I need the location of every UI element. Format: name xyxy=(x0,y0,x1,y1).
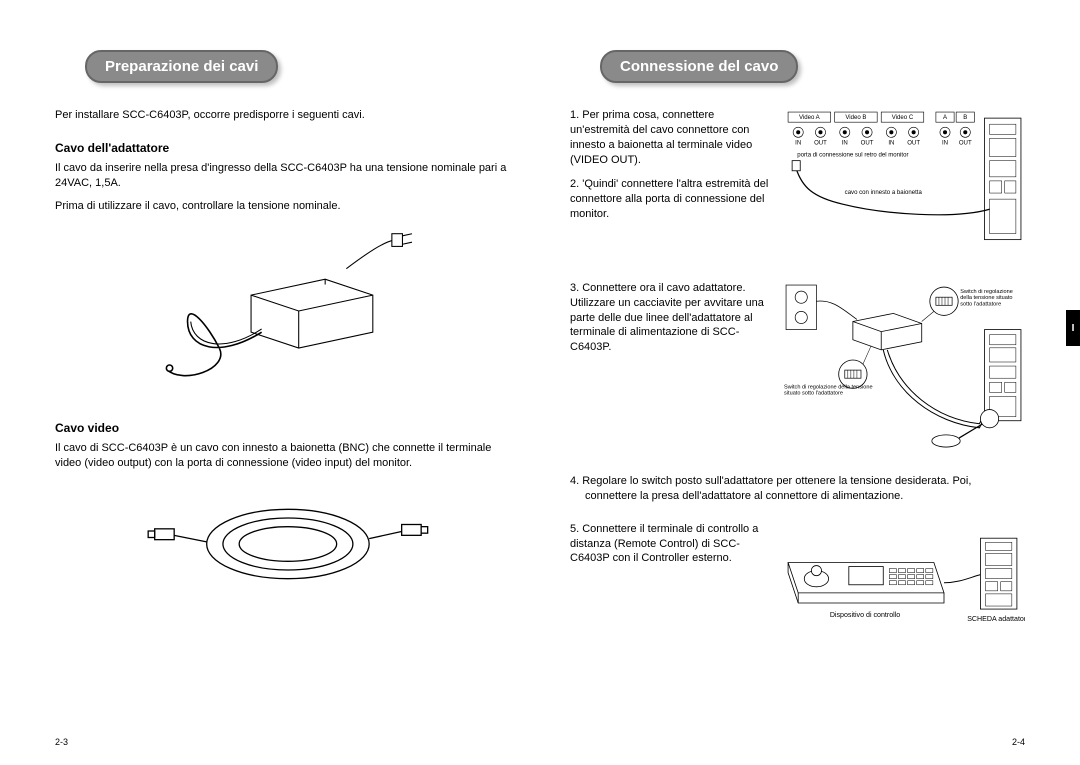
svg-text:Video C: Video C xyxy=(892,115,914,121)
fig-monitor-connection: Video A Video B Video C A B IN OU xyxy=(782,108,1025,265)
subhead-video: Cavo video xyxy=(55,421,510,435)
section-adapter-cable: Cavo dell'adattatore Il cavo da inserire… xyxy=(55,141,510,402)
svg-text:IN: IN xyxy=(942,140,948,146)
side-tab: I xyxy=(1066,310,1080,346)
svg-text:OUT: OUT xyxy=(959,140,972,146)
step-3-text: 3. Connettere ora il cavo adattatore. Ut… xyxy=(570,281,770,458)
svg-text:cavo con innesto a baionetta: cavo con innesto a baionetta xyxy=(845,190,923,196)
svg-text:A: A xyxy=(943,115,948,121)
step-5-row: 5. Connettere il terminale di controllo … xyxy=(570,522,1025,638)
right-title-pill: Connessione del cavo xyxy=(600,50,798,83)
step-1-text: 1. Per prima cosa, connettere un'estremi… xyxy=(570,108,770,167)
adapter-p2: Prima di utilizzare il cavo, controllare… xyxy=(55,199,510,214)
step-3-row: 3. Connettere ora il cavo adattatore. Ut… xyxy=(570,281,1025,458)
step-4-text: 4. Regolare lo switch posto sull'adattat… xyxy=(570,474,1025,504)
bnc-cable-illustration xyxy=(55,479,510,609)
section-video-cable: Cavo video Il cavo di SCC-C6403P è un ca… xyxy=(55,421,510,609)
page-left: Preparazione dei cavi Per installare SCC… xyxy=(0,0,540,765)
fig-controller-connection: Dispositivo di controllo SCHEDA adattato… xyxy=(782,522,1025,638)
svg-text:B: B xyxy=(963,115,967,121)
step-5-text: 5. Connettere il terminale di controllo … xyxy=(570,522,770,638)
svg-text:Video B: Video B xyxy=(845,115,866,121)
page-right: Connessione del cavo 1. Per prima cosa, … xyxy=(540,0,1080,765)
pagenum-left: 2-3 xyxy=(55,737,68,747)
left-intro: Per installare SCC-C6403P, occorre predi… xyxy=(55,108,510,123)
pagenum-right: 2-4 xyxy=(1012,737,1025,747)
video-p1: Il cavo di SCC-C6403P è un cavo con inne… xyxy=(55,441,510,471)
adapter-svg xyxy=(124,221,442,401)
bnc-cable-svg xyxy=(120,479,445,609)
svg-text:IN: IN xyxy=(795,140,801,146)
svg-text:OUT: OUT xyxy=(814,140,827,146)
svg-text:SCHEDA adattatore: SCHEDA adattatore xyxy=(967,615,1025,623)
left-title-pill: Preparazione dei cavi xyxy=(85,50,278,83)
svg-text:Dispositivo di controllo: Dispositivo di controllo xyxy=(830,611,900,619)
adapter-p1: Il cavo da inserire nella presa d'ingres… xyxy=(55,161,510,191)
step-2-text: 2. 'Quindi' connettere l'altra estremità… xyxy=(570,177,770,222)
adapter-illustration xyxy=(55,221,510,401)
svg-text:Video A: Video A xyxy=(799,115,821,121)
subhead-adapter: Cavo dell'adattatore xyxy=(55,141,510,155)
svg-text:OUT: OUT xyxy=(907,140,920,146)
svg-text:IN: IN xyxy=(842,140,848,146)
svg-text:IN: IN xyxy=(888,140,894,146)
svg-text:porta di connessione sul retro: porta di connessione sul retro del monit… xyxy=(797,153,908,159)
step-1-2-row: 1. Per prima cosa, connettere un'estremi… xyxy=(570,108,1025,265)
svg-text:OUT: OUT xyxy=(861,140,874,146)
fig-adapter-connection: Switch di regolazione della tensione sit… xyxy=(782,281,1025,458)
